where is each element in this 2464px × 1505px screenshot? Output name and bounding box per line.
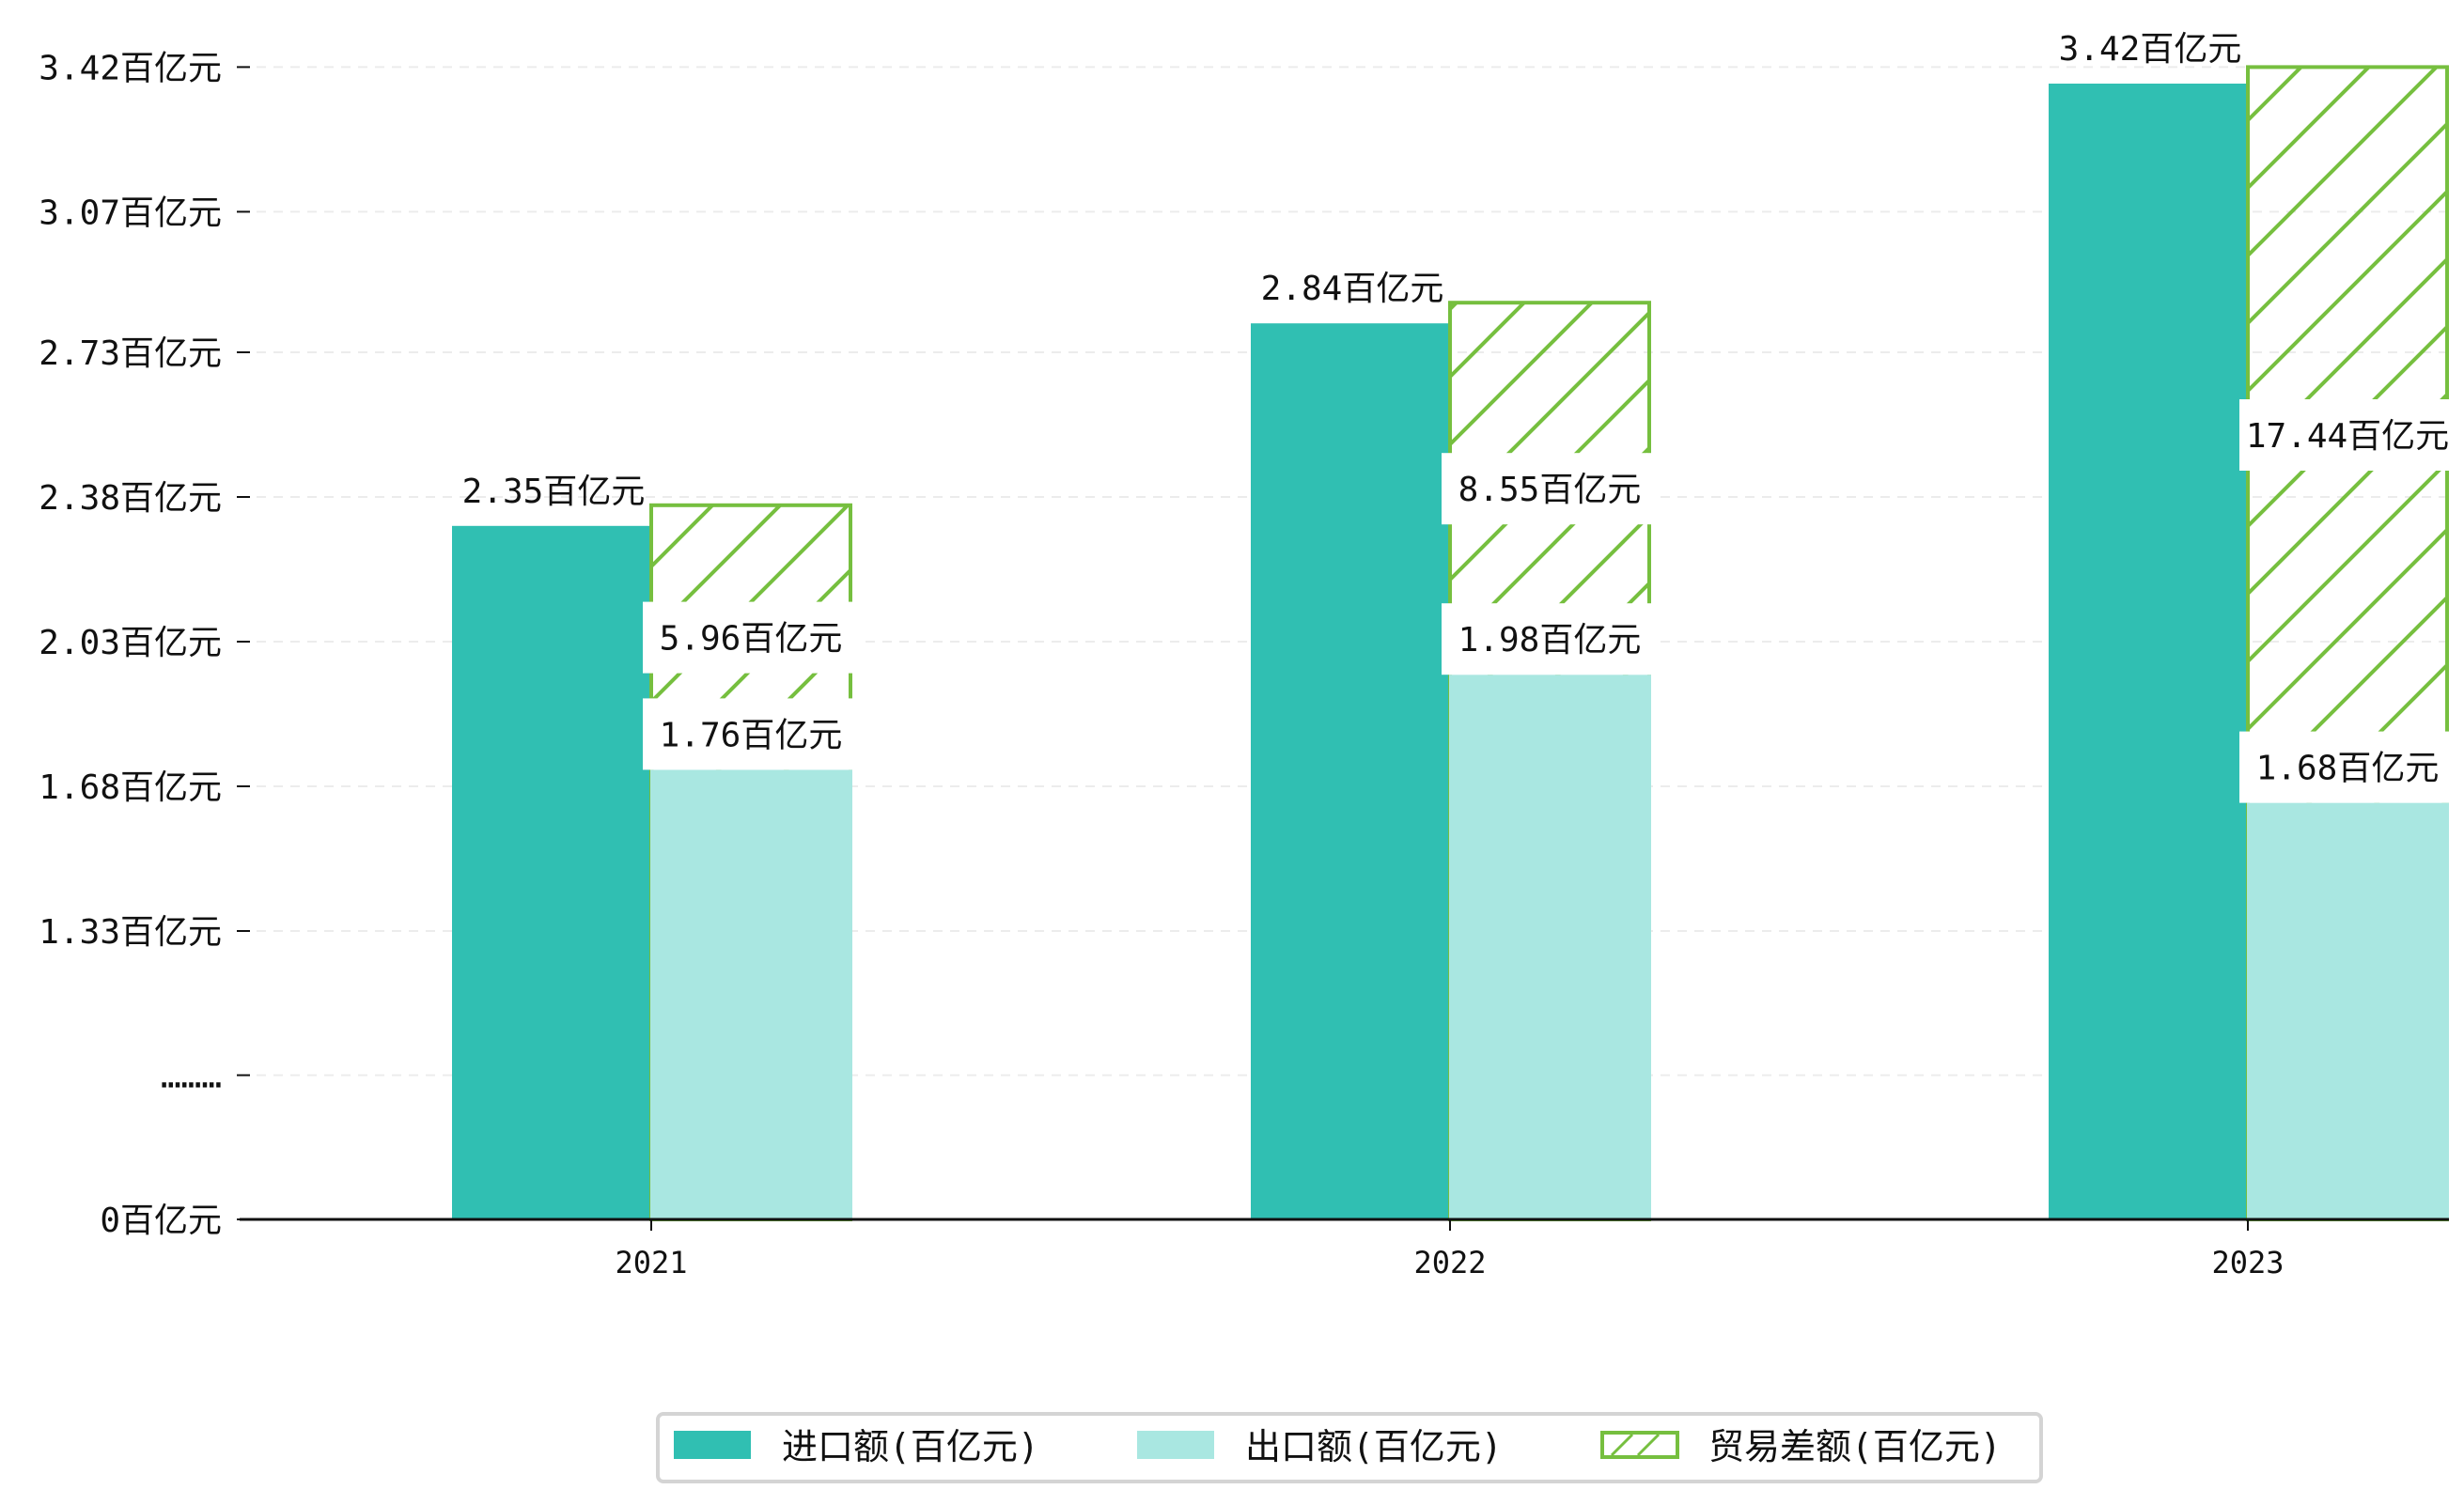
y-tick-label: 1.33百亿元 xyxy=(39,913,222,952)
trade-balance-label-box xyxy=(643,601,859,674)
trade-balance-value-label: 17.44百亿元 xyxy=(2246,417,2449,456)
y-tick-label: 3.42百亿元 xyxy=(39,49,222,87)
y-tick-label: 3.07百亿元 xyxy=(39,194,222,232)
export-label-box xyxy=(643,698,859,770)
y-tick-label: 1.68百亿元 xyxy=(39,768,222,807)
y-tick-label: 0百亿元 xyxy=(100,1202,222,1240)
data-labels: 2.35百亿元 5.96百亿元 1.76百亿元 2.84百亿元 8.55百亿元 1.98百… xyxy=(462,30,2456,803)
import-value-label: 3.42百亿元 xyxy=(2059,30,2242,69)
export-label-box xyxy=(2239,731,2456,803)
trade-balance-label-box xyxy=(2239,399,2456,471)
export-bar xyxy=(1449,675,1651,1219)
hatch-stroke xyxy=(1610,1433,1634,1457)
import-value-label: 2.35百亿元 xyxy=(462,473,646,511)
x-tick-label: 2021 xyxy=(615,1245,687,1280)
y-tick-label: 2.73百亿元 xyxy=(39,334,222,373)
import-bar xyxy=(2049,84,2248,1219)
bars xyxy=(452,65,2449,1221)
export-value-label: 1.98百亿元 xyxy=(1458,621,1642,659)
import-bar xyxy=(452,525,651,1219)
export-value-label: 1.76百亿元 xyxy=(660,716,843,754)
import-value-label: 2.84百亿元 xyxy=(1261,270,1444,308)
legend-item[interactable]: 贸易差额(百亿元) xyxy=(1600,1426,2002,1467)
legend-item[interactable]: 进口额(百亿元) xyxy=(674,1426,1039,1467)
legend[interactable]: 进口额(百亿元) 出口额(百亿元) 贸易差额(百亿元) xyxy=(656,1412,2043,1483)
export-bar xyxy=(2247,802,2449,1219)
x-tick-label: 2023 xyxy=(2211,1245,2284,1280)
trade-balance-label-box xyxy=(1442,453,1658,525)
legend-item[interactable]: 出口额(百亿元) xyxy=(1137,1426,1503,1467)
x-tick-label: 2022 xyxy=(1413,1245,1486,1280)
y-tick-label: 2.03百亿元 xyxy=(39,624,222,662)
legend-label: 贸易差额(百亿元) xyxy=(1708,1426,2002,1467)
hatch-stroke xyxy=(1636,1433,1661,1457)
export-value-label: 1.68百亿元 xyxy=(2256,750,2440,788)
import-bar xyxy=(1251,323,1450,1219)
export-label-box xyxy=(1442,603,1658,675)
legend-swatch-icon xyxy=(674,1431,751,1459)
axes: 0百亿元 ……… 1.33百亿元 1.68百亿元 2.03百亿元 2.38百亿元 2.73百… xyxy=(39,49,2449,1280)
legend-box xyxy=(656,1412,2043,1483)
trade-balance-value-label: 8.55百亿元 xyxy=(1458,471,1642,509)
y-tick-label: 2.38百亿元 xyxy=(39,479,222,518)
y-tick-label: ……… xyxy=(161,1058,222,1096)
export-bar xyxy=(650,769,852,1219)
legend-label: 出口额(百亿元) xyxy=(1245,1426,1503,1467)
trade-balance-value-label: 5.96百亿元 xyxy=(660,620,843,659)
legend-swatch-icon xyxy=(1137,1431,1214,1459)
legend-label: 进口额(百亿元) xyxy=(782,1426,1039,1467)
